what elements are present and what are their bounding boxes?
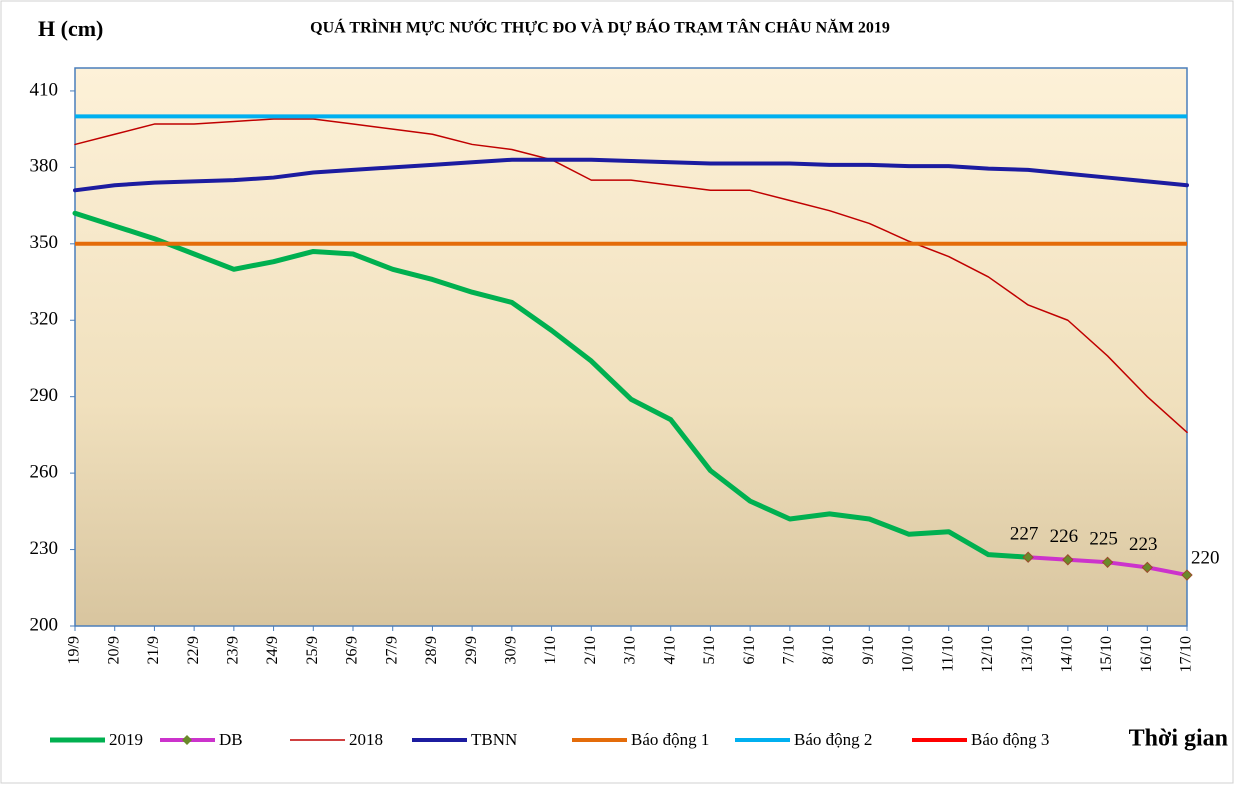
x-tick-label: 12/10 bbox=[979, 636, 996, 672]
x-tick-label: 28/9 bbox=[423, 636, 440, 664]
x-tick-label: 13/10 bbox=[1019, 636, 1036, 672]
x-tick-label: 16/10 bbox=[1138, 636, 1155, 672]
chart-title: QUÁ TRÌNH MỰC NƯỚC THỰC ĐO VÀ DỰ BÁO TRẠ… bbox=[310, 18, 890, 37]
x-tick-label: 2/10 bbox=[582, 636, 599, 664]
x-tick-label: 17/10 bbox=[1178, 636, 1195, 672]
data-label: 227 bbox=[1010, 524, 1039, 545]
y-tick-label: 320 bbox=[30, 309, 59, 330]
legend-label: Báo động 3 bbox=[971, 730, 1049, 749]
marker bbox=[1022, 551, 1034, 563]
x-tick-label: 21/9 bbox=[145, 636, 162, 664]
x-tick-label: 6/10 bbox=[741, 636, 758, 664]
y-tick-label: 260 bbox=[30, 461, 59, 482]
x-tick-label: 27/9 bbox=[383, 636, 400, 664]
x-tick-label: 30/9 bbox=[503, 636, 520, 664]
marker bbox=[1062, 554, 1074, 566]
x-tick-label: 8/10 bbox=[820, 636, 837, 664]
legend-label: Báo động 2 bbox=[794, 730, 872, 749]
y-tick-label: 290 bbox=[30, 385, 59, 406]
data-label: 226 bbox=[1050, 526, 1079, 547]
y-tick-label: 350 bbox=[30, 232, 59, 253]
x-tick-label: 5/10 bbox=[701, 636, 718, 664]
x-tick-label: 1/10 bbox=[542, 636, 559, 664]
x-tick-label: 23/9 bbox=[225, 636, 242, 664]
x-tick-label: 3/10 bbox=[622, 636, 639, 664]
x-tick-label: 19/9 bbox=[66, 636, 83, 664]
x-tick-label: 4/10 bbox=[661, 636, 678, 664]
x-tick-label: 22/9 bbox=[185, 636, 202, 664]
y-tick-label: 230 bbox=[30, 538, 59, 559]
marker bbox=[1141, 561, 1153, 574]
x-tick-label: 9/10 bbox=[860, 636, 877, 664]
y-axis-label: H (cm) bbox=[38, 16, 103, 41]
data-label: 223 bbox=[1129, 534, 1158, 555]
series-line bbox=[73, 157, 1189, 193]
legend-marker bbox=[182, 735, 192, 745]
x-tick-label: 14/10 bbox=[1059, 636, 1076, 672]
series-line bbox=[74, 118, 1188, 434]
x-tick-label: 26/9 bbox=[344, 636, 361, 664]
data-label: 220 bbox=[1191, 547, 1220, 568]
x-tick-label: 25/9 bbox=[304, 636, 321, 664]
legend-label: DB bbox=[219, 730, 243, 749]
x-tick-label: 20/9 bbox=[105, 636, 122, 664]
x-tick-label: 24/9 bbox=[264, 636, 281, 664]
data-label: 225 bbox=[1089, 529, 1118, 550]
legend-label: 2019 bbox=[109, 730, 143, 749]
x-tick-label: 7/10 bbox=[781, 636, 798, 664]
y-tick-label: 410 bbox=[30, 79, 59, 100]
legend-label: TBNN bbox=[471, 730, 517, 749]
series-line bbox=[72, 210, 1031, 560]
marker bbox=[1101, 556, 1114, 569]
x-tick-label: 29/9 bbox=[463, 636, 480, 664]
legend-label: 2018 bbox=[349, 730, 383, 749]
x-tick-label: 15/10 bbox=[1098, 636, 1115, 672]
marker bbox=[1181, 569, 1193, 581]
y-tick-label: 380 bbox=[30, 156, 59, 177]
x-tick-label: 11/10 bbox=[939, 636, 956, 672]
x-axis-label: Thời gian bbox=[1129, 726, 1228, 752]
x-tick-label: 10/10 bbox=[900, 636, 917, 672]
y-tick-label: 200 bbox=[30, 614, 59, 635]
legend-label: Báo động 1 bbox=[631, 730, 709, 749]
